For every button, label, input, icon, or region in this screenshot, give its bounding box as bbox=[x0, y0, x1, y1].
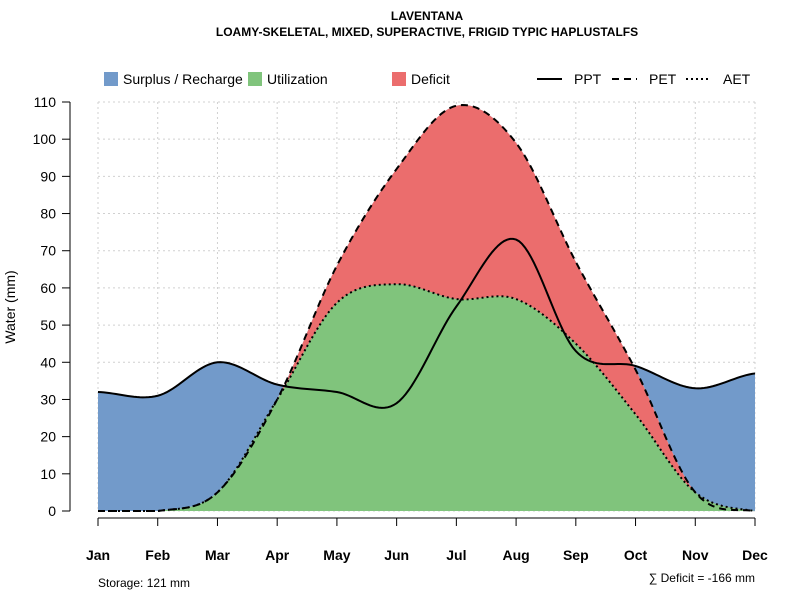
x-tick-label-sep: Sep bbox=[563, 547, 589, 563]
legend-swatch-deficit bbox=[392, 72, 406, 86]
y-tick-label-7: 70 bbox=[40, 243, 56, 259]
x-tick-label-may: May bbox=[323, 547, 350, 563]
series-line-ppt bbox=[97, 237, 756, 409]
chart-subtitle: LOAMY-SKELETAL, MIXED, SUPERACTIVE, FRIG… bbox=[216, 25, 638, 39]
area-deficit bbox=[98, 105, 755, 511]
y-tick-label-2: 20 bbox=[40, 429, 56, 445]
legend-label-ppt: PPT bbox=[574, 71, 602, 87]
chart-axes: 0 10 20 30 40 50 60 70 80 90 100 110 Jan Feb Mar Apr May… bbox=[33, 94, 768, 563]
y-tick-label-6: 60 bbox=[40, 280, 56, 296]
x-tick-label-oct: Oct bbox=[624, 547, 648, 563]
x-tick-label-mar: Mar bbox=[205, 547, 230, 563]
x-tick-label-jan: Jan bbox=[86, 547, 110, 563]
y-axis-label: Water (mm) bbox=[2, 270, 18, 343]
x-tick-label-jul: Jul bbox=[446, 547, 466, 563]
y-tick-label-9: 90 bbox=[40, 168, 56, 184]
area-utilization bbox=[98, 284, 755, 511]
y-tick-label-0: 0 bbox=[48, 503, 56, 519]
deficit-annotation: ∑ Deficit = -166 mm bbox=[649, 571, 755, 585]
y-tick-label-5: 50 bbox=[40, 317, 56, 333]
y-tick-label-4: 40 bbox=[40, 354, 56, 370]
chart-title: LAVENTANA bbox=[391, 9, 464, 23]
y-tick-label-10: 100 bbox=[33, 131, 57, 147]
y-tick-label-8: 80 bbox=[40, 206, 56, 222]
x-tick-label-aug: Aug bbox=[502, 547, 529, 563]
legend-label-aet: AET bbox=[723, 71, 751, 87]
legend-swatch-surplus bbox=[104, 72, 118, 86]
x-tick-label-nov: Nov bbox=[682, 547, 709, 563]
y-tick-label-3: 30 bbox=[40, 391, 56, 407]
y-tick-label-11: 110 bbox=[34, 94, 57, 110]
x-tick-label-feb: Feb bbox=[145, 547, 170, 563]
x-tick-label-jun: Jun bbox=[384, 547, 409, 563]
legend-label-pet: PET bbox=[649, 71, 677, 87]
y-tick-label-1: 10 bbox=[40, 466, 56, 482]
series-line-pet bbox=[98, 103, 756, 512]
legend: Surplus / Recharge Utilization Deficit P… bbox=[104, 71, 751, 87]
chart-lines bbox=[97, 103, 756, 512]
chart-areas bbox=[98, 105, 755, 511]
legend-label-utilization: Utilization bbox=[267, 71, 328, 87]
x-tick-label-dec: Dec bbox=[742, 547, 768, 563]
storage-annotation: Storage: 121 mm bbox=[98, 576, 190, 590]
legend-label-surplus: Surplus / Recharge bbox=[123, 71, 243, 87]
legend-label-deficit: Deficit bbox=[411, 71, 450, 87]
x-tick-label-apr: Apr bbox=[265, 547, 290, 563]
legend-swatch-utilization bbox=[248, 72, 262, 86]
